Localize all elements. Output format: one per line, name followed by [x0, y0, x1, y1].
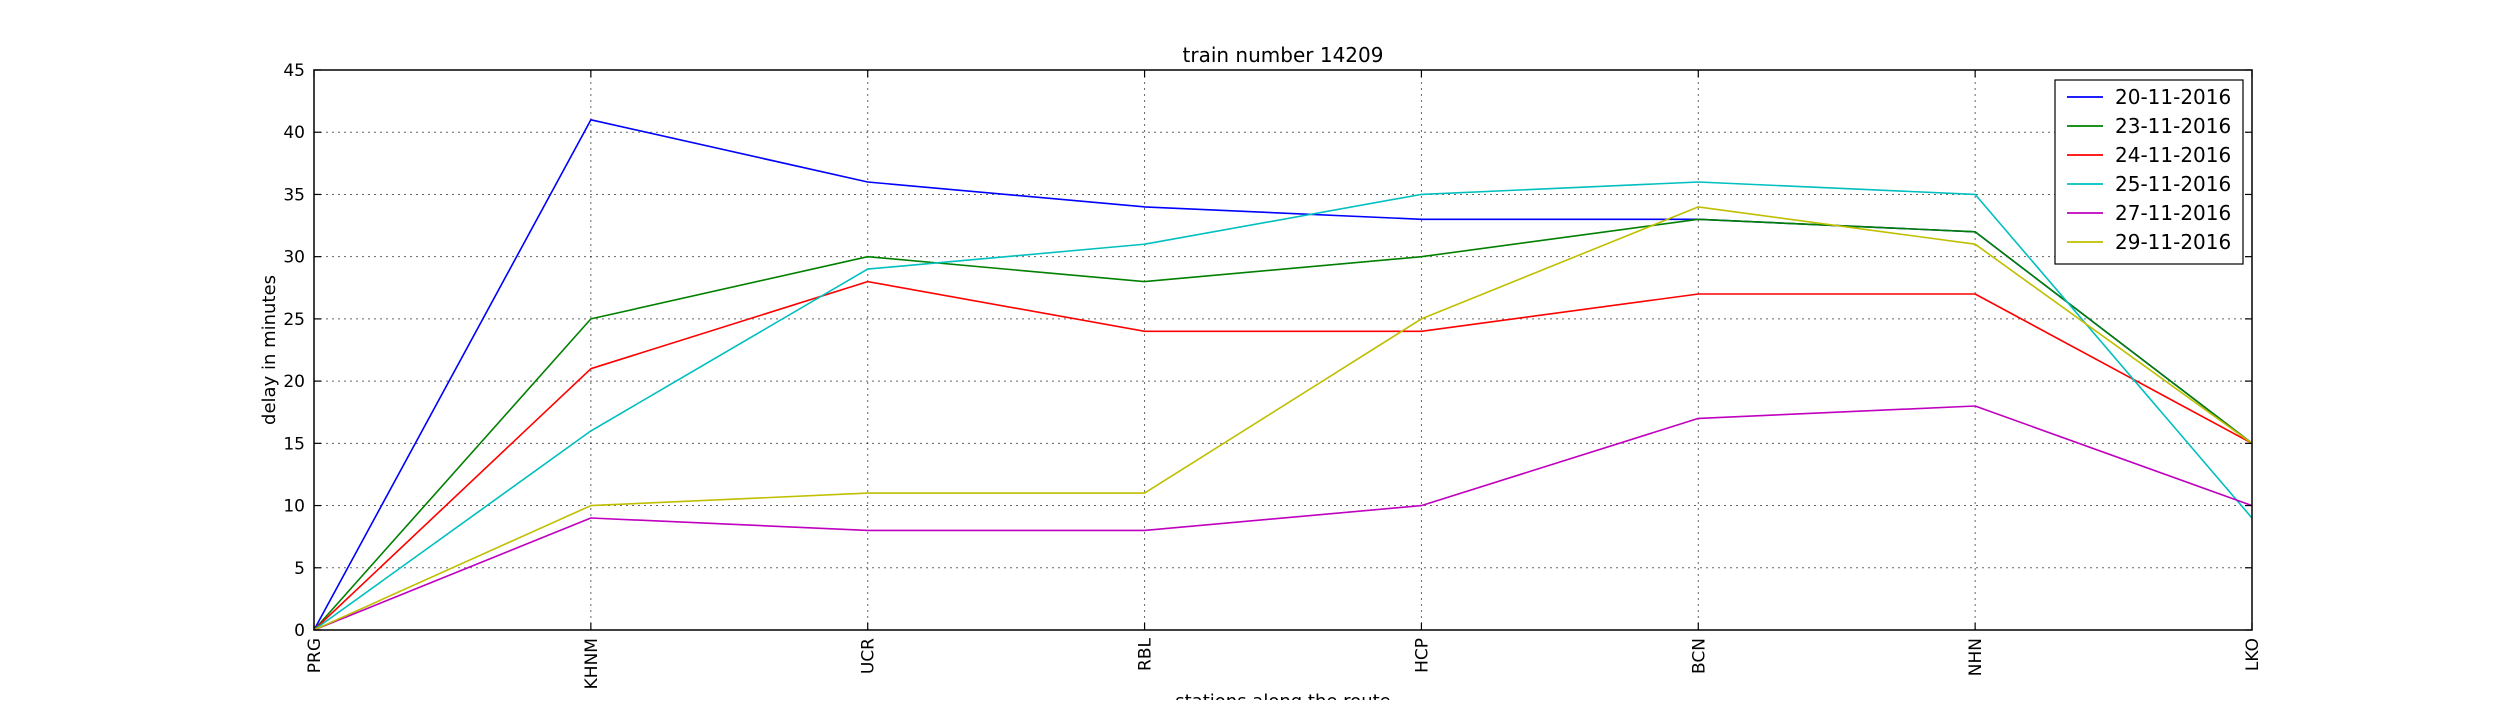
y-axis-title: delay in minutes — [259, 275, 280, 425]
x-tick-label: KHNM — [582, 638, 602, 689]
x-tick-label: RBL — [1136, 637, 1156, 670]
legend-label: 23-11-2016 — [2115, 114, 2231, 138]
series-line-25-11-2016 — [313, 181, 2253, 631]
x-tick-label: PRG — [305, 638, 325, 673]
y-tick-label: 15 — [283, 434, 305, 454]
y-tick-label: 35 — [283, 185, 305, 205]
x-tick-label: BCN — [1689, 638, 1709, 674]
x-tick-label: LKO — [2243, 638, 2263, 671]
y-tick-label: 0 — [294, 621, 305, 641]
series-line-29-11-2016 — [313, 206, 2253, 631]
y-tick-label: 25 — [283, 310, 305, 330]
chart-title: train number 14209 — [1183, 43, 1384, 67]
legend-label: 25-11-2016 — [2115, 172, 2231, 196]
y-tick-label: 40 — [283, 123, 305, 143]
y-tick-label: 10 — [283, 497, 305, 517]
y-tick-label: 45 — [283, 61, 305, 81]
x-tick-label: HCP — [1412, 638, 1432, 673]
legend-label: 20-11-2016 — [2115, 85, 2231, 109]
x-tick-label: UCR — [859, 638, 879, 674]
legend-label: 24-11-2016 — [2115, 143, 2231, 167]
y-tick-label: 5 — [294, 559, 305, 579]
series-line-23-11-2016 — [313, 218, 2253, 631]
series-line-27-11-2016 — [313, 405, 2253, 631]
y-tick-label: 30 — [283, 248, 305, 268]
y-tick-label: 20 — [283, 372, 305, 392]
axis-ticks: 0 5 10 15 20 25 30 35 40 45 PRG KHNM UCR RBL HCP BCN NHN… — [283, 61, 2263, 689]
legend: 20-11-2016 23-11-2016 24-11-2016 25-11-2016… — [2054, 79, 2244, 265]
legend-frame — [2054, 79, 2244, 265]
series-line-24-11-2016 — [313, 280, 2253, 631]
legend-label: 27-11-2016 — [2115, 201, 2231, 225]
x-axis-title: stations along the route — [1175, 691, 1390, 700]
plot-area-frame — [313, 69, 2253, 631]
series-lines — [313, 119, 2253, 631]
x-tick-label: NHN — [1966, 638, 1986, 676]
series-line-20-11-2016 — [313, 119, 2253, 631]
legend-label: 29-11-2016 — [2115, 230, 2231, 254]
grid-lines — [314, 70, 2252, 630]
